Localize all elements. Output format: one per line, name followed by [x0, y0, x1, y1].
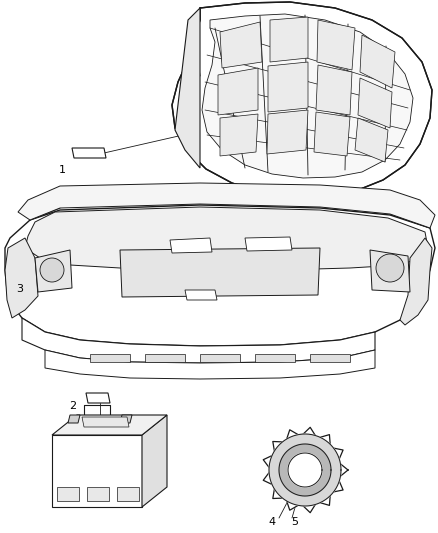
Text: 4: 4 [268, 517, 276, 527]
Polygon shape [279, 444, 331, 496]
Polygon shape [117, 487, 139, 501]
Polygon shape [183, 97, 198, 116]
Polygon shape [52, 435, 142, 507]
Polygon shape [220, 22, 262, 68]
Polygon shape [145, 354, 185, 362]
Circle shape [376, 254, 404, 282]
Polygon shape [355, 118, 388, 162]
Polygon shape [400, 238, 432, 325]
Polygon shape [57, 487, 79, 501]
Polygon shape [358, 78, 392, 128]
Text: 3: 3 [17, 284, 24, 294]
Polygon shape [68, 415, 80, 423]
Polygon shape [86, 393, 110, 403]
Polygon shape [5, 238, 38, 318]
Text: 5: 5 [292, 517, 299, 527]
Polygon shape [370, 250, 410, 292]
Polygon shape [87, 487, 109, 501]
Polygon shape [267, 110, 308, 154]
Text: 1: 1 [59, 165, 66, 175]
Polygon shape [360, 35, 395, 88]
Polygon shape [35, 250, 72, 292]
Polygon shape [22, 318, 375, 363]
Polygon shape [218, 68, 258, 115]
Polygon shape [202, 14, 413, 178]
Polygon shape [170, 238, 212, 253]
Polygon shape [185, 60, 200, 80]
Polygon shape [120, 415, 132, 423]
Polygon shape [288, 453, 322, 487]
Polygon shape [25, 207, 428, 270]
Polygon shape [270, 17, 308, 62]
Polygon shape [172, 2, 432, 196]
Polygon shape [82, 417, 129, 427]
Polygon shape [200, 354, 240, 362]
Text: 2: 2 [70, 401, 77, 411]
Polygon shape [269, 434, 341, 506]
Polygon shape [90, 354, 130, 362]
Polygon shape [185, 127, 199, 146]
Polygon shape [263, 427, 348, 513]
Polygon shape [317, 20, 355, 70]
Polygon shape [310, 354, 350, 362]
Polygon shape [314, 112, 350, 156]
Polygon shape [268, 62, 308, 112]
Polygon shape [52, 415, 167, 435]
Polygon shape [245, 237, 292, 251]
Polygon shape [220, 114, 258, 156]
Polygon shape [185, 290, 217, 300]
Polygon shape [18, 183, 435, 228]
Circle shape [40, 258, 64, 282]
Polygon shape [72, 148, 106, 158]
Polygon shape [120, 248, 320, 297]
Polygon shape [255, 354, 295, 362]
Polygon shape [5, 205, 435, 346]
Polygon shape [175, 8, 200, 168]
Polygon shape [142, 415, 167, 507]
Polygon shape [45, 350, 375, 379]
Polygon shape [316, 65, 352, 115]
